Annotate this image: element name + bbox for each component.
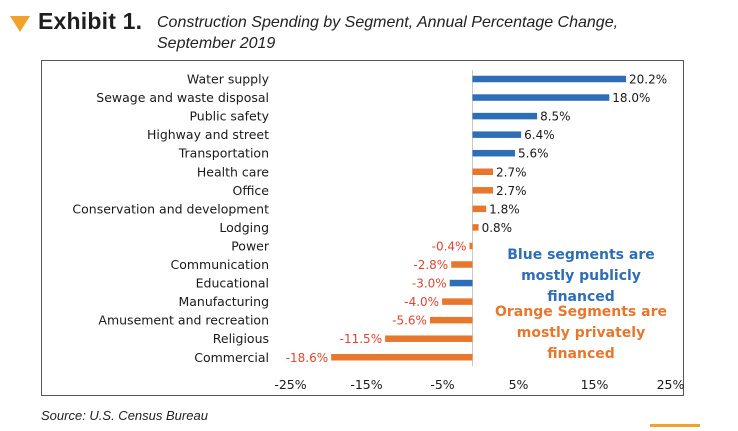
orange-triangle-icon <box>10 16 30 32</box>
note-orange-line-3: financed <box>547 346 615 362</box>
value-label-14: -11.5% <box>340 332 382 346</box>
category-label-7: Conservation and development <box>72 201 269 216</box>
value-label-5: 2.7% <box>496 165 527 179</box>
value-label-0: 20.2% <box>629 73 667 87</box>
category-label-10: Communication <box>170 257 269 272</box>
category-label-9: Power <box>231 238 270 253</box>
x-tick-label-0: -25% <box>274 377 306 392</box>
bar-13 <box>429 316 473 324</box>
category-label-8: Lodging <box>219 220 269 235</box>
category-label-2: Public safety <box>189 109 269 124</box>
category-label-3: Highway and street <box>147 127 269 142</box>
value-label-3: 6.4% <box>524 128 555 142</box>
bar-12 <box>442 298 473 305</box>
note-blue-line-2: mostly publicly financed <box>521 268 641 305</box>
bar-2 <box>472 112 538 120</box>
note-public-financing: Blue segments are mostly publicly financ… <box>486 245 676 308</box>
chart-title-line-1: Construction Spending by Segment, Annual… <box>157 14 619 31</box>
category-label-13: Amusement and recreation <box>98 313 269 328</box>
source-note: Source: U.S. Census Bureau <box>41 408 208 423</box>
value-label-13: -5.6% <box>392 314 427 328</box>
category-label-15: Commercial <box>194 350 269 365</box>
x-tick-label-5: 25% <box>657 377 685 392</box>
note-blue-line-1: Blue segments are <box>507 247 655 263</box>
bar-14 <box>385 335 473 342</box>
bar-8 <box>472 224 479 231</box>
category-label-0: Water supply <box>187 72 270 87</box>
category-label-1: Sewage and waste disposal <box>96 90 269 105</box>
x-tick-label-2: -5% <box>430 377 454 392</box>
bar-11 <box>449 279 473 287</box>
chart-title-line-2: September 2019 <box>157 35 276 52</box>
bar-1 <box>472 94 610 101</box>
x-tick-label-3: 5% <box>509 377 529 392</box>
accent-rule <box>650 424 700 427</box>
bar-0 <box>472 75 627 83</box>
value-label-4: 5.6% <box>518 147 549 161</box>
bar-7 <box>472 205 487 213</box>
bar-10 <box>451 261 473 268</box>
bar-5 <box>472 168 494 175</box>
category-label-5: Health care <box>197 164 269 179</box>
value-label-9: -0.4% <box>432 239 467 253</box>
category-label-6: Office <box>233 183 270 198</box>
value-label-1: 18.0% <box>612 91 650 105</box>
value-label-8: 0.8% <box>482 221 512 235</box>
category-label-12: Manufacturing <box>178 294 269 309</box>
bar-3 <box>472 131 522 138</box>
value-label-15: -18.6% <box>286 351 328 365</box>
exhibit-number: Exhibit 1. <box>38 8 143 34</box>
category-label-11: Educational <box>196 276 269 291</box>
note-orange-line-2: mostly privately <box>516 325 646 341</box>
chart-frame <box>41 60 684 396</box>
bar-9 <box>469 242 473 250</box>
x-tick-label-1: -15% <box>350 377 382 392</box>
note-orange-line-1: Orange Segments are <box>494 304 667 320</box>
chart-title: Construction Spending by Segment, Annual… <box>157 12 717 54</box>
category-label-14: Religious <box>213 331 269 346</box>
bar-6 <box>472 187 494 194</box>
value-label-10: -2.8% <box>413 258 448 272</box>
value-label-11: -3.0% <box>412 277 447 291</box>
value-label-2: 8.5% <box>540 110 571 124</box>
bar-15 <box>331 354 473 361</box>
note-private-financing: Orange Segments are mostly privately fin… <box>486 302 676 365</box>
x-tick-label-4: 15% <box>581 377 609 392</box>
value-label-7: 1.8% <box>489 202 520 216</box>
bar-4 <box>472 149 516 157</box>
category-label-4: Transportation <box>178 146 269 161</box>
value-label-6: 2.7% <box>496 184 527 198</box>
value-label-12: -4.0% <box>404 295 439 309</box>
